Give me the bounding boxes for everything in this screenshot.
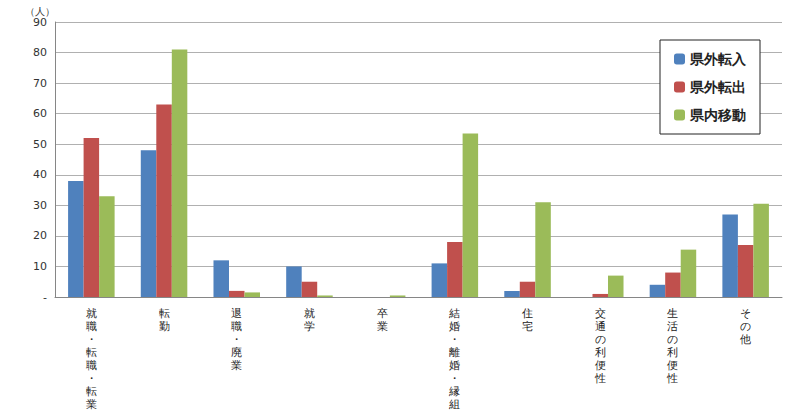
svg-text:職: 職 [86,359,97,372]
svg-text:20: 20 [33,229,47,242]
svg-text:業: 業 [377,320,388,333]
svg-text:廃: 廃 [231,346,242,359]
svg-text:性: 性 [594,372,606,385]
svg-text:50: 50 [33,138,47,151]
svg-text:離: 離 [449,346,460,359]
svg-text:交: 交 [595,307,606,320]
svg-text:の: の [595,333,606,346]
svg-text:70: 70 [33,77,47,90]
svg-text:業: 業 [231,359,242,372]
svg-text:便: 便 [667,359,678,372]
svg-text:・: ・ [449,372,460,385]
svg-text:他: 他 [740,333,751,346]
svg-text:性: 性 [666,372,678,385]
svg-text:勤: 勤 [159,320,170,333]
svg-text:80: 80 [33,46,47,59]
svg-text:生: 生 [667,307,678,320]
svg-text:利: 利 [667,346,678,359]
svg-text:退: 退 [231,307,242,320]
svg-text:通: 通 [595,320,606,333]
svg-text:便: 便 [595,359,606,372]
svg-text:活: 活 [667,320,678,333]
svg-text:県内移動: 県内移動 [689,107,746,123]
svg-text:縁: 縁 [448,385,460,398]
svg-text:就: 就 [86,307,97,320]
svg-text:卒: 卒 [377,307,388,320]
svg-text:組: 組 [448,398,460,411]
svg-text:転: 転 [86,346,97,359]
svg-text:（人）: （人） [25,5,55,17]
svg-text:婚: 婚 [449,359,460,372]
svg-text:の: の [740,320,751,333]
svg-text:10: 10 [33,260,47,273]
svg-text:職: 職 [231,320,242,333]
svg-text:職: 職 [86,320,97,333]
svg-text:結: 結 [448,307,460,320]
svg-text:転: 転 [86,385,97,398]
svg-text:就: 就 [304,307,315,320]
svg-text:婚: 婚 [449,320,460,333]
svg-text:30: 30 [33,199,47,212]
svg-text:90: 90 [33,16,47,29]
svg-text:住: 住 [522,307,533,320]
svg-text:転: 転 [159,307,170,320]
svg-text:利: 利 [595,346,606,359]
svg-text:県外転入: 県外転入 [689,51,747,67]
svg-text:業: 業 [86,398,97,411]
svg-text:・: ・ [86,333,97,346]
svg-text:・: ・ [231,333,242,346]
svg-text:県外転出: 県外転出 [689,79,746,95]
svg-text:宅: 宅 [522,320,533,333]
svg-text:の: の [667,333,678,346]
svg-text:学: 学 [304,320,315,333]
svg-text:そ: そ [740,307,751,320]
svg-text:-: - [43,291,47,304]
svg-text:・: ・ [86,372,97,385]
svg-text:60: 60 [33,107,47,120]
svg-text:40: 40 [33,168,47,181]
svg-text:・: ・ [449,333,460,346]
